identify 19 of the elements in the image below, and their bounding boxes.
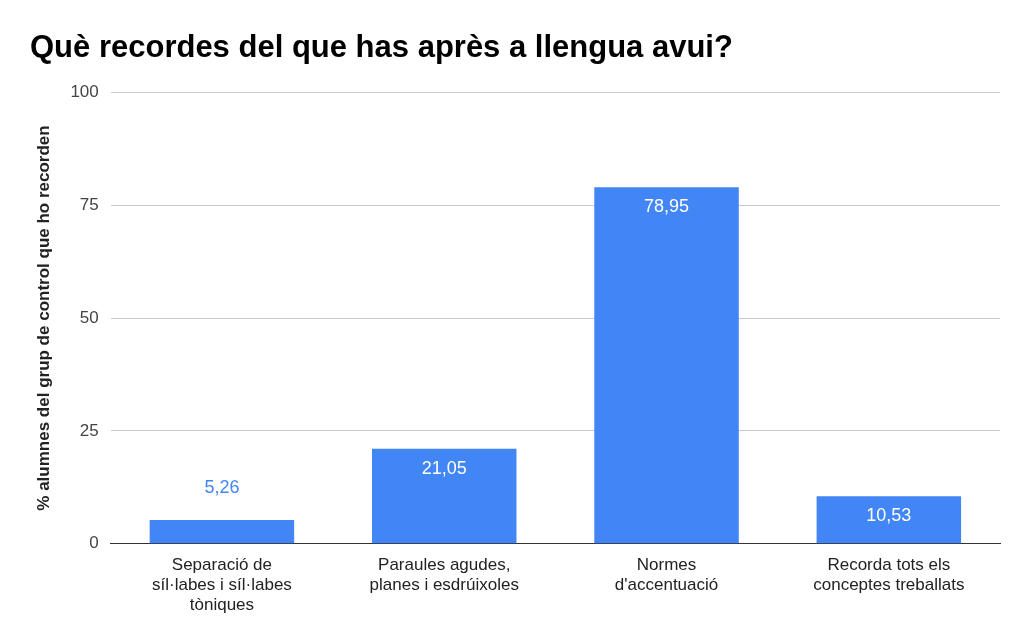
y-tick-label: 50 [79, 307, 99, 327]
chart-title: Què recordes del que has après a llengua avui? [30, 29, 733, 65]
data-label: 5,26 [204, 477, 240, 498]
data-label: 10,53 [866, 505, 912, 526]
y-tick-label: 25 [79, 420, 99, 440]
x-tick-label: Recorda tots els conceptes treballats [813, 554, 965, 595]
x-tick-label: Separació de síl·labes i síl·labes tòniques [152, 554, 292, 615]
bar [594, 187, 739, 544]
data-label: 21,05 [421, 457, 467, 478]
bar [816, 496, 962, 544]
data-label: 78,95 [644, 196, 690, 217]
y-axis-title: % alumnes del grup de control que ho recorden [33, 125, 53, 511]
x-tick-label: Paraules agudes, planes i esdrúixoles [369, 554, 519, 595]
y-tick-label: 75 [79, 194, 99, 214]
y-tick-label: 0 [89, 533, 99, 553]
x-tick-label: Normes d'accentuació [614, 554, 719, 595]
bar [149, 520, 295, 544]
bar [371, 448, 517, 544]
y-tick-label: 100 [70, 81, 99, 101]
